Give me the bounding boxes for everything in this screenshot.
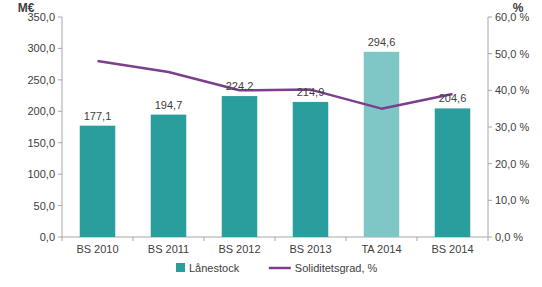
- bar: [293, 102, 329, 237]
- y-tick: [58, 79, 62, 80]
- y-tick: [58, 48, 62, 49]
- x-tick: [204, 237, 205, 241]
- y-tick-label: 200,0: [27, 105, 55, 117]
- legend-label: Soliditetsgrad, %: [295, 262, 378, 274]
- y-tick-label: 100,0: [27, 168, 55, 180]
- x-tick: [62, 237, 63, 241]
- bar: [364, 52, 400, 237]
- y2-tick: [488, 200, 492, 201]
- bar: [80, 126, 116, 237]
- y2-tick: [488, 53, 492, 54]
- legend-swatch: [269, 267, 291, 270]
- y-tick: [58, 205, 62, 206]
- x-tick-label: BS 2010: [76, 243, 118, 255]
- y2-tick: [488, 17, 492, 18]
- data-label: 214,9: [297, 86, 325, 98]
- legend-swatch: [176, 263, 185, 272]
- y-tick-label: 300,0: [27, 42, 55, 54]
- y-tick-label: 50,0: [34, 200, 55, 212]
- y2-tick-label: 40,0 %: [495, 84, 529, 96]
- legend: Lånestock Soliditetsgrad, %: [176, 262, 378, 274]
- x-tick: [488, 237, 489, 241]
- y-tick-label: 0,0: [40, 231, 55, 243]
- data-label: 224,2: [226, 80, 254, 92]
- y-axis-title: M€: [18, 1, 35, 15]
- y2-tick-label: 30,0 %: [495, 121, 529, 133]
- y2-tick-label: 0,0 %: [495, 231, 523, 243]
- x-tick-label: BS 2012: [218, 243, 260, 255]
- y-tick: [58, 237, 62, 238]
- data-labels: 177,1 194,7 224,2 214,9 294,6 204,6: [84, 36, 467, 122]
- y2-tick-label: 20,0 %: [495, 158, 529, 170]
- x-tick-label: BS 2011: [148, 243, 189, 255]
- x-tick-label: BS 2014: [431, 243, 473, 255]
- data-label: 294,6: [368, 36, 396, 48]
- x-tick: [275, 237, 276, 241]
- y-axis: [62, 17, 63, 237]
- y-tick-label: 250,0: [27, 74, 55, 86]
- legend-label: Lånestock: [189, 262, 240, 274]
- y2-tick-label: 10,0 %: [495, 194, 529, 206]
- y-tick: [58, 17, 62, 18]
- data-label: 194,7: [155, 99, 183, 111]
- line: [98, 61, 453, 109]
- y2-tick-label: 50,0 %: [495, 48, 529, 60]
- bar: [435, 108, 471, 237]
- plot-marks: [80, 52, 471, 237]
- y-tick: [58, 111, 62, 112]
- bar: [151, 115, 187, 237]
- x-tick: [133, 237, 134, 241]
- chart: 0,050,0100,0150,0200,0250,0300,0350,00,0…: [0, 0, 542, 287]
- y2-tick: [488, 163, 492, 164]
- y2-axis-title: %: [513, 1, 524, 15]
- y2-tick: [488, 127, 492, 128]
- x-tick: [346, 237, 347, 241]
- bar: [222, 96, 258, 237]
- y2-tick: [488, 237, 492, 238]
- x-tick: [417, 237, 418, 241]
- y-tick: [58, 142, 62, 143]
- x-tick-label: BS 2013: [289, 243, 331, 255]
- data-label: 177,1: [84, 110, 112, 122]
- y2-tick: [488, 90, 492, 91]
- data-label: 204,6: [439, 92, 467, 104]
- y-tick: [58, 174, 62, 175]
- x-tick-label: TA 2014: [361, 243, 401, 255]
- y-tick-label: 150,0: [27, 137, 55, 149]
